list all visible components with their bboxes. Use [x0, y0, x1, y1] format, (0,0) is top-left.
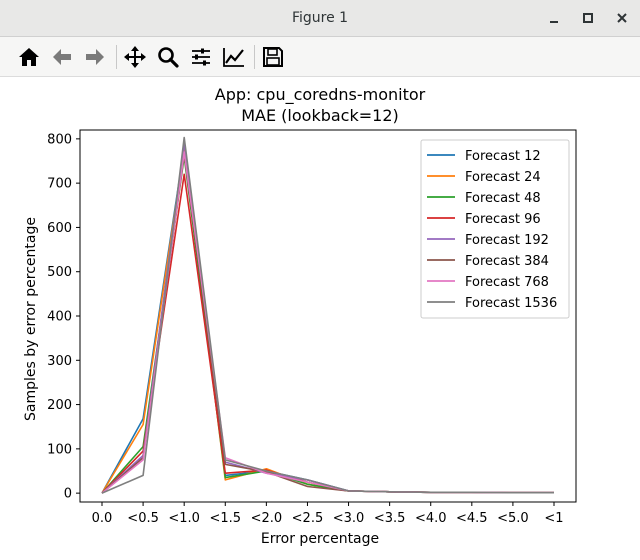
toolbar-separator	[116, 45, 117, 69]
x-tick-label: 0.0	[92, 511, 113, 526]
y-tick-label: 500	[47, 265, 72, 280]
legend-label: Forecast 48	[465, 191, 541, 206]
save-button[interactable]	[258, 42, 288, 72]
navigation-toolbar	[0, 37, 640, 77]
chart-subtitle: MAE (lookback=12)	[241, 106, 399, 125]
y-tick-label: 400	[47, 310, 72, 325]
edit-axis-button[interactable]	[219, 42, 249, 72]
y-tick-label: 200	[47, 398, 72, 413]
legend-label: Forecast 24	[465, 170, 541, 185]
zoom-button[interactable]	[153, 42, 183, 72]
x-tick-label: <0.5	[127, 511, 159, 526]
home-icon	[19, 48, 39, 66]
x-tick-label: <1.5	[209, 511, 241, 526]
y-tick-label: 800	[47, 132, 72, 147]
legend-label: Forecast 1536	[465, 296, 557, 311]
legend-label: Forecast 384	[465, 254, 549, 269]
zoom-icon	[158, 47, 179, 68]
x-tick-label: <3.5	[374, 511, 406, 526]
maximize-button[interactable]	[579, 9, 597, 27]
forward-arrow-icon	[86, 49, 104, 65]
series-line-forecast-1536	[101, 136, 554, 494]
x-tick-label: <4.0	[415, 511, 447, 526]
chart-title: App: cpu_coredns-monitor	[215, 85, 426, 105]
x-tick-label: <5.0	[497, 511, 529, 526]
edit-axis-icon	[223, 48, 244, 67]
legend: Forecast 12 Forecast 24 Forecast 48 Forecas…	[420, 139, 570, 319]
plot-frame	[79, 129, 577, 503]
legend-label: Forecast 12	[465, 149, 541, 164]
back-button[interactable]	[47, 42, 77, 72]
y-tick-label: 600	[47, 221, 72, 236]
x-axis-label: Error percentage	[261, 531, 379, 547]
minimize-icon	[550, 21, 558, 23]
legend-label: Forecast 96	[465, 212, 541, 227]
maximize-icon	[583, 13, 593, 23]
x-tick-label: <1	[544, 511, 563, 526]
y-tick-label: 0	[64, 487, 72, 502]
line-chart: App: cpu_coredns-monitor MAE (lookback=1…	[23, 85, 577, 547]
configure-subplots-button[interactable]	[186, 42, 216, 72]
legend-label: Forecast 192	[465, 233, 549, 248]
window-title: Figure 1	[291, 10, 349, 26]
x-tick-label: <2.0	[251, 511, 283, 526]
pan-button[interactable]	[120, 42, 150, 72]
toolbar-separator	[254, 45, 255, 69]
forward-button[interactable]	[80, 42, 110, 72]
y-tick-label: 100	[47, 442, 72, 457]
axis-ticks: 0 100 200 300 400 500 600 700 800 0.0 <0.5 <1.0 <1.5…	[47, 132, 563, 526]
close-icon	[617, 13, 627, 23]
window-titlebar: Figure 1	[0, 0, 640, 37]
legend-label: Forecast 768	[465, 275, 549, 290]
series-lines	[101, 136, 554, 494]
x-tick-label: <2.5	[292, 511, 324, 526]
minimize-button[interactable]	[545, 9, 563, 27]
back-arrow-icon	[53, 49, 71, 65]
home-button[interactable]	[14, 42, 44, 72]
configure-subplots-icon	[192, 48, 210, 66]
close-button[interactable]	[613, 9, 631, 27]
x-tick-label: <3.0	[333, 511, 365, 526]
figure-canvas[interactable]: App: cpu_coredns-monitor MAE (lookback=1…	[0, 77, 640, 556]
legend-box	[420, 139, 570, 319]
pan-icon	[124, 46, 146, 68]
x-tick-label: <4.5	[456, 511, 488, 526]
y-tick-label: 300	[47, 354, 72, 369]
y-axis-label: Samples by error percentage	[23, 217, 39, 421]
y-tick-label: 700	[47, 177, 72, 192]
x-tick-label: <1.0	[168, 511, 200, 526]
save-icon	[263, 47, 283, 67]
